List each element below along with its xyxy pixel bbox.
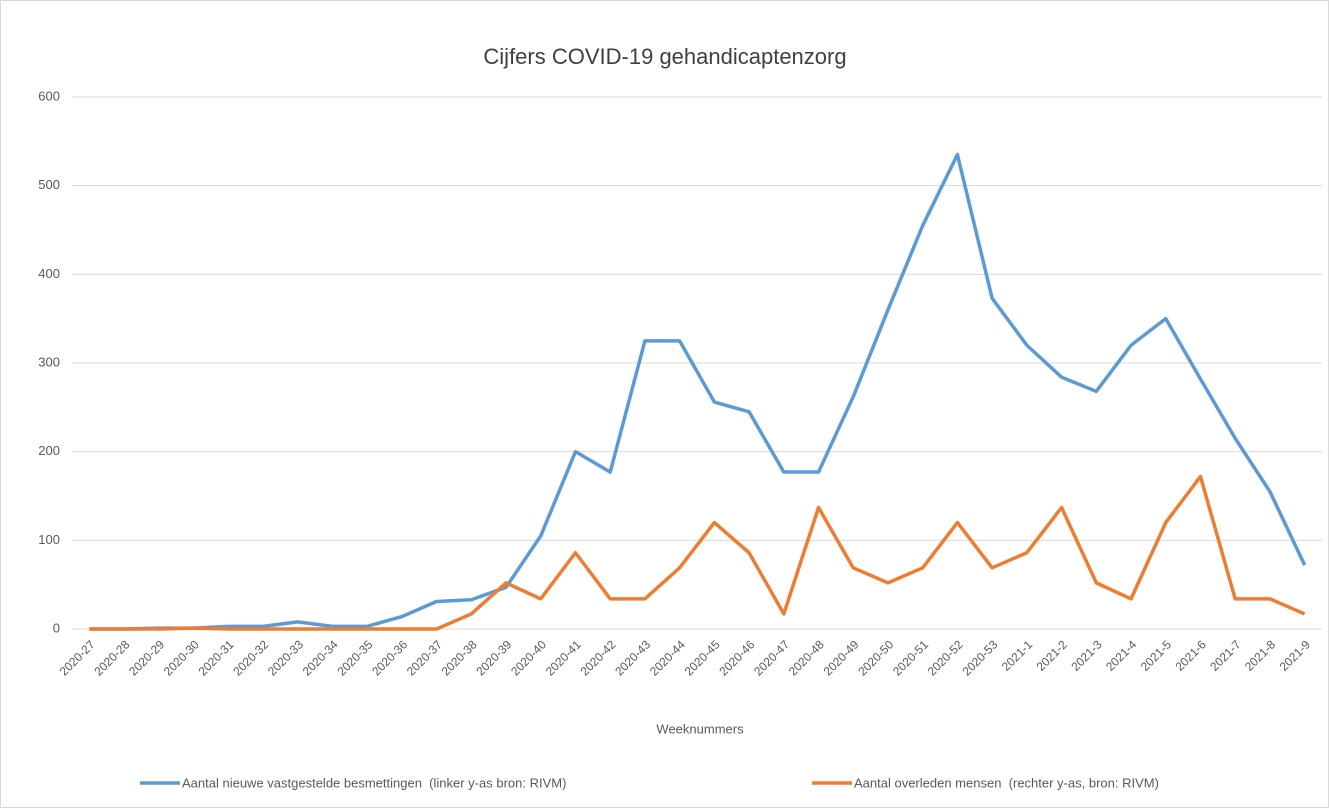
y-tick-label: 500 [38, 177, 60, 192]
data-line [89, 474, 1306, 631]
data-line [89, 152, 1307, 631]
legend-label: Aantal nieuwe vastgestelde besmettingen … [182, 775, 566, 790]
y-tick-label: 400 [38, 266, 60, 281]
x-axis-title: Weeknummers [656, 721, 744, 736]
y-tick-label: 300 [38, 354, 60, 369]
legend-label: Aantal overleden mensen (rechter y-as, b… [854, 775, 1159, 790]
y-tick-label: 0 [53, 620, 60, 635]
chart-title: Cijfers COVID-19 gehandicaptenzorg [483, 44, 846, 69]
y-tick-label: 200 [38, 443, 60, 458]
y-tick-label: 600 [38, 88, 60, 103]
y-tick-label: 100 [38, 532, 60, 547]
